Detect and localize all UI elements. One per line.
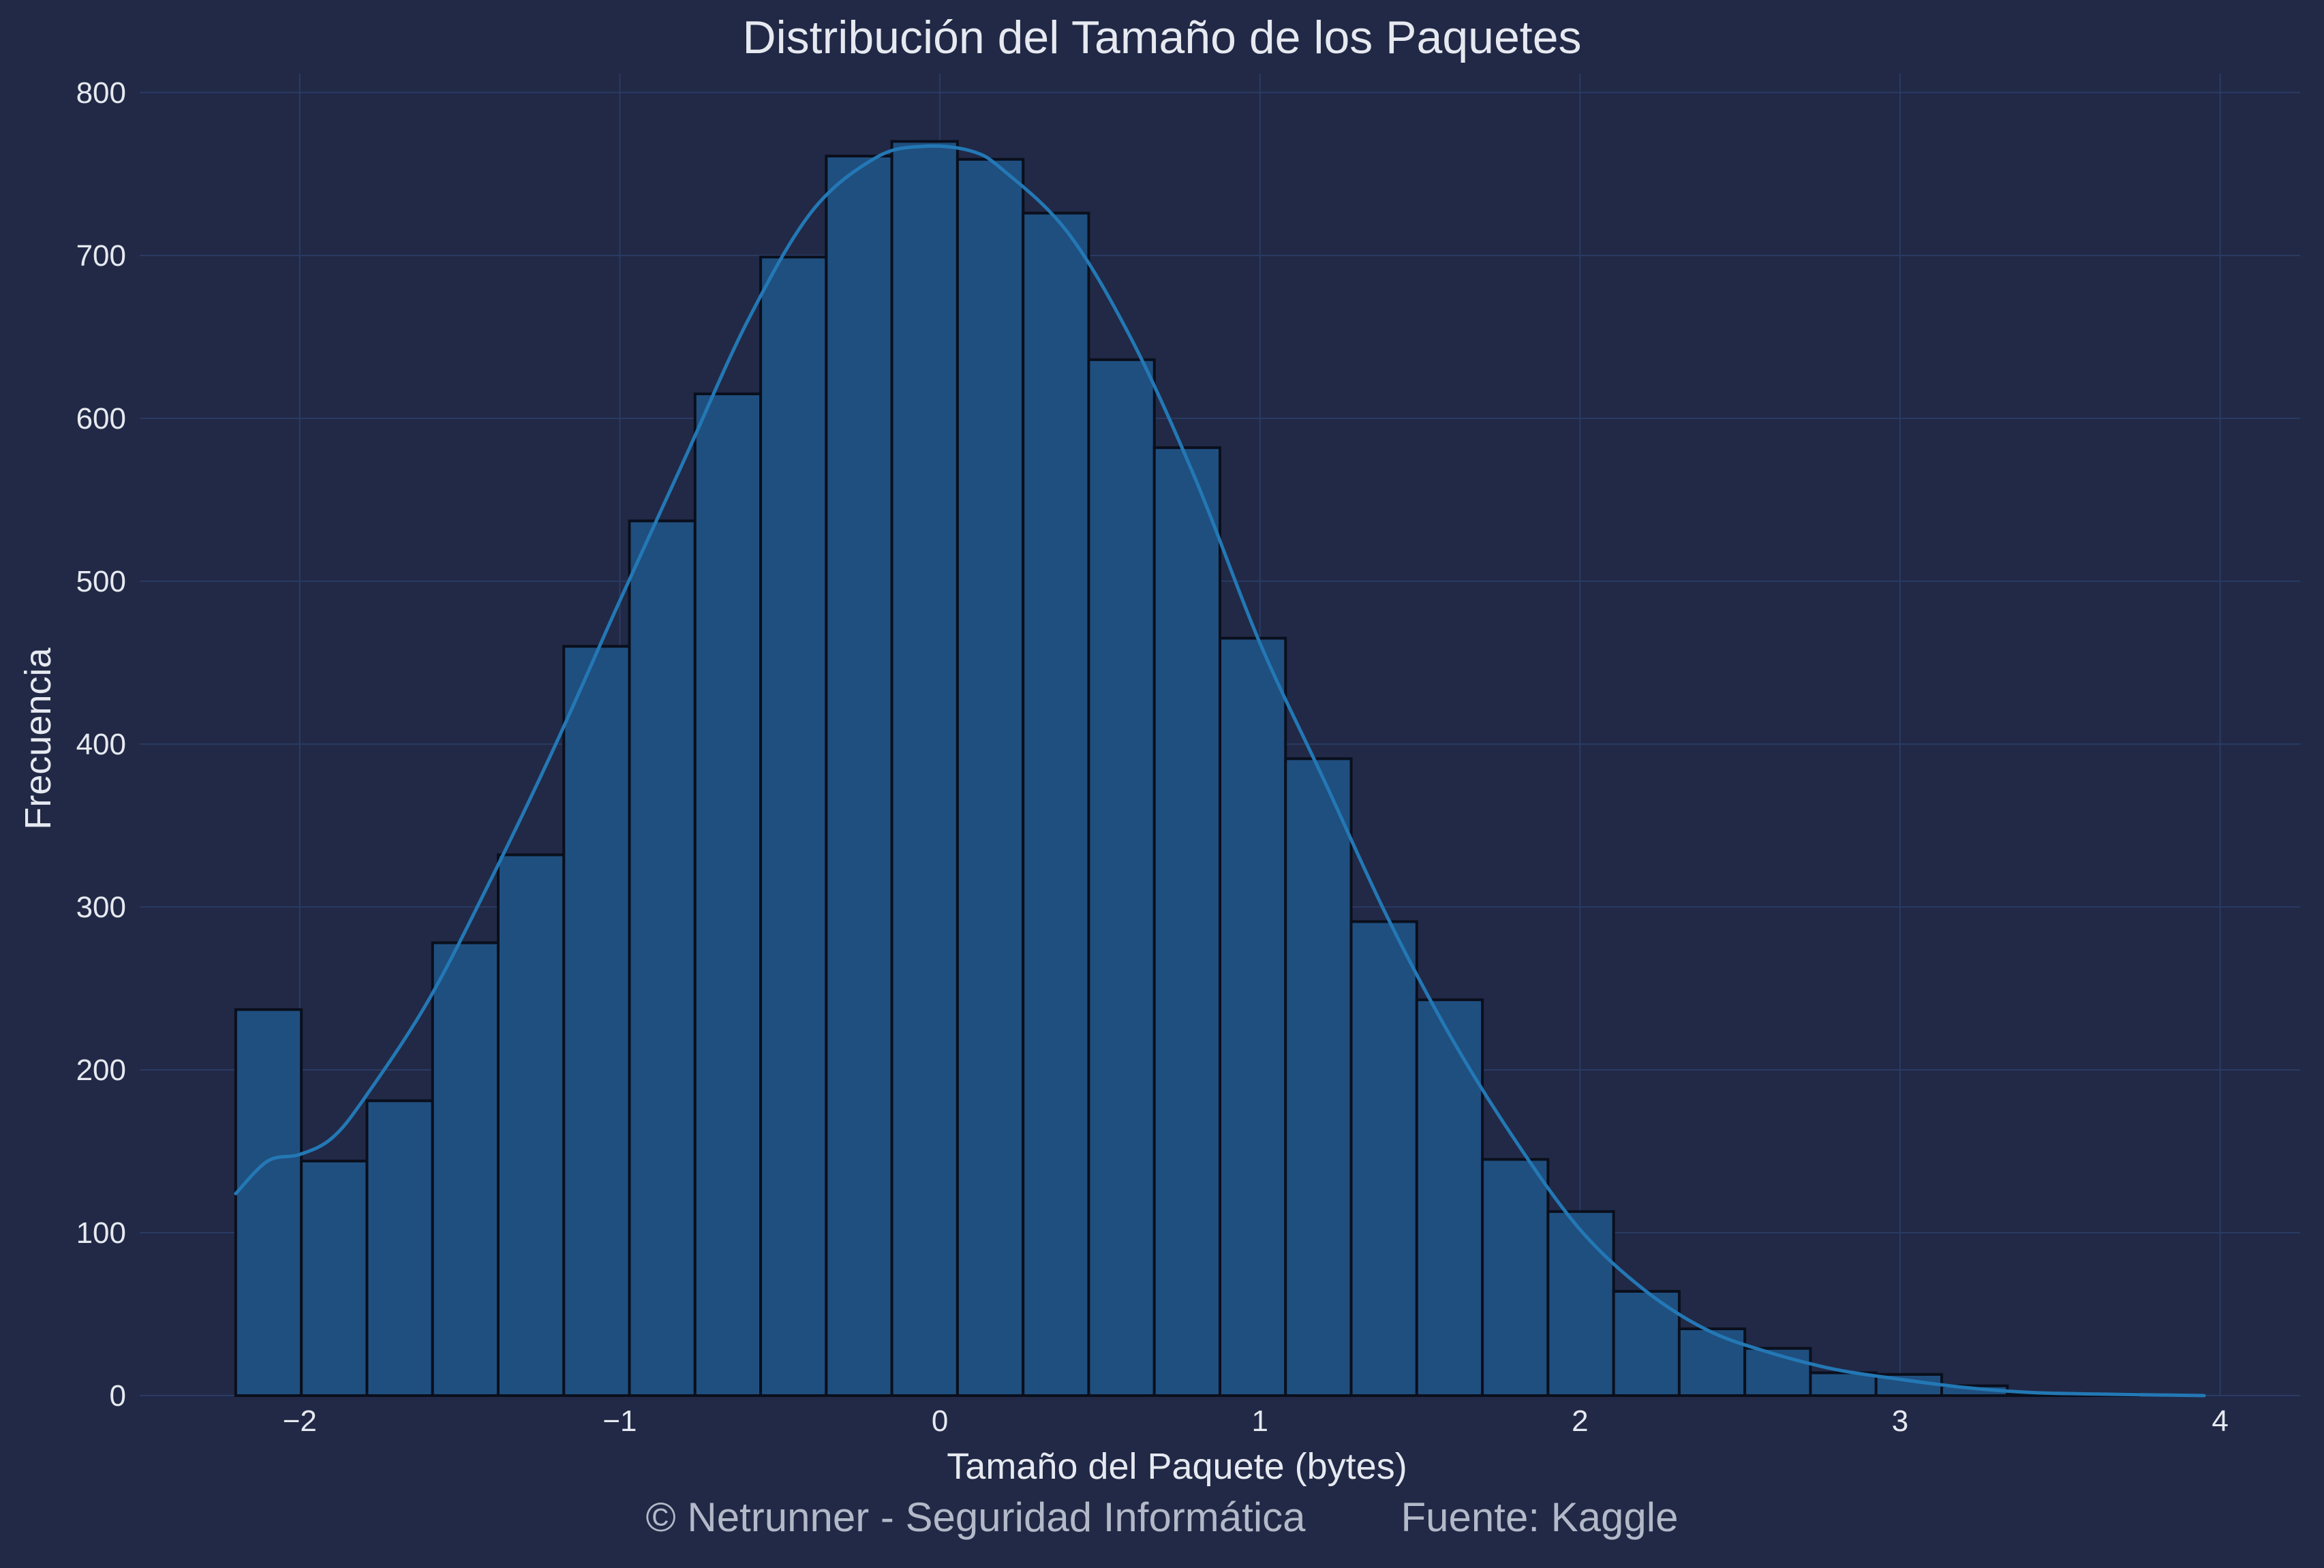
x-tick-label: 0 bbox=[932, 1404, 948, 1438]
credit-text: © Netrunner - Seguridad Informática bbox=[645, 1494, 1306, 1540]
histogram-bar bbox=[1219, 636, 1287, 1397]
histogram-bar bbox=[562, 645, 631, 1397]
y-tick-label: 400 bbox=[76, 728, 126, 761]
x-tick-label: 4 bbox=[2212, 1404, 2228, 1438]
chart-title: Distribución del Tamaño de los Paquetes bbox=[742, 12, 1581, 63]
histogram-bar bbox=[365, 1099, 434, 1397]
histogram-bar bbox=[1087, 358, 1156, 1397]
histogram-bar bbox=[1481, 1158, 1550, 1398]
histogram-bar bbox=[890, 140, 959, 1397]
kde-curve bbox=[234, 144, 2206, 1398]
footer: © Netrunner - Seguridad Informática Fuent… bbox=[0, 1494, 2324, 1541]
x-tick-label: −1 bbox=[602, 1404, 637, 1438]
x-tick-label: 3 bbox=[1892, 1404, 1908, 1438]
histogram-bar bbox=[1349, 920, 1418, 1397]
histogram-bar bbox=[1677, 1327, 1747, 1397]
y-tick-label: 0 bbox=[110, 1379, 126, 1413]
y-tick-label: 300 bbox=[76, 891, 126, 924]
histogram-bar bbox=[1809, 1371, 1878, 1398]
histogram-bar bbox=[234, 1008, 303, 1397]
y-tick-label: 700 bbox=[76, 239, 126, 273]
histogram-bar bbox=[300, 1159, 369, 1398]
x-tick-label: −2 bbox=[283, 1404, 317, 1438]
y-axis-label: Frecuencia bbox=[18, 647, 59, 829]
histogram-bar bbox=[1415, 998, 1484, 1398]
y-tick-label: 200 bbox=[76, 1054, 126, 1087]
y-tick-label: 800 bbox=[76, 76, 126, 110]
y-tick-label: 600 bbox=[76, 402, 126, 435]
histogram-bar bbox=[1284, 757, 1353, 1398]
kde-layer bbox=[234, 144, 2206, 1398]
x-axis-label: Tamaño del Paquete (bytes) bbox=[947, 1446, 1407, 1487]
histogram-bar bbox=[693, 393, 763, 1397]
source-text: Fuente: Kaggle bbox=[1401, 1494, 1679, 1540]
histogram-bar bbox=[759, 256, 828, 1398]
histogram-bar bbox=[1022, 211, 1090, 1397]
histogram-bar bbox=[628, 519, 697, 1398]
x-tick-label: 1 bbox=[1251, 1404, 1268, 1438]
ticks-layer: −2 −1 0 1 2 3 4 0 100 200 300 400 500 600 700 800 bbox=[76, 76, 2229, 1438]
histogram-bar bbox=[431, 941, 500, 1397]
bars-layer bbox=[234, 140, 2140, 1398]
histogram-bar bbox=[1546, 1210, 1615, 1398]
histogram-bar bbox=[1152, 446, 1222, 1397]
x-tick-label: 2 bbox=[1572, 1404, 1588, 1438]
y-tick-label: 100 bbox=[76, 1216, 126, 1250]
histogram-bar bbox=[955, 157, 1025, 1397]
histogram-bar bbox=[825, 155, 893, 1397]
y-tick-label: 500 bbox=[76, 565, 126, 598]
histogram-bar bbox=[496, 853, 566, 1397]
